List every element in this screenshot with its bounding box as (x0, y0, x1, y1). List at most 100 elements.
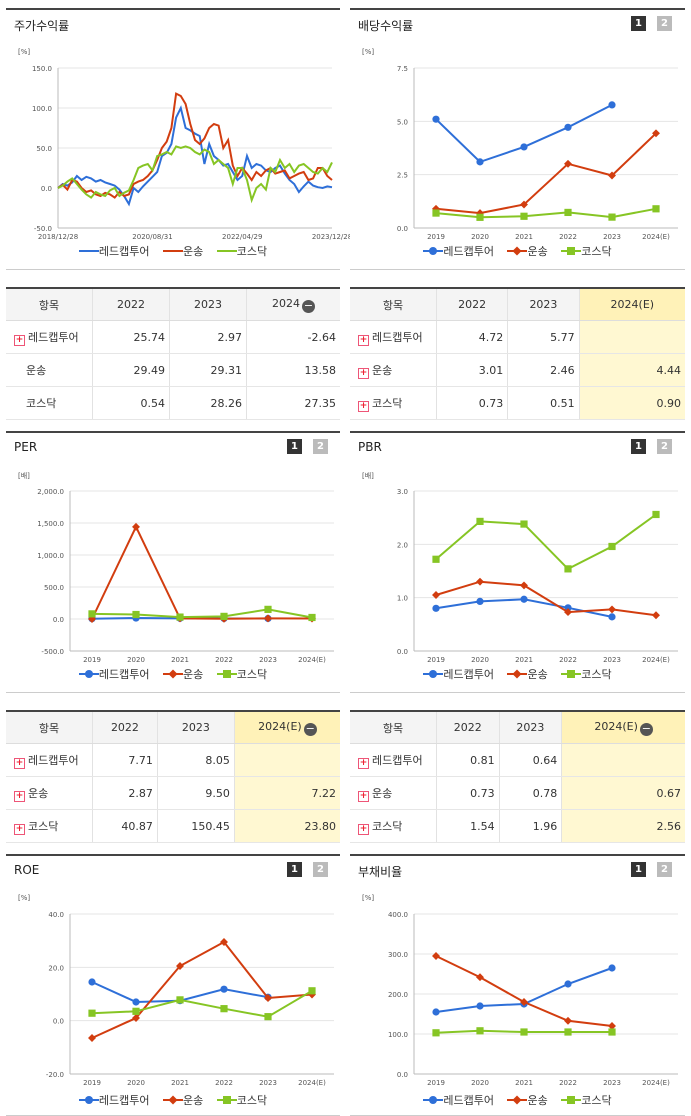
expand-plus-icon[interactable]: + (358, 334, 369, 346)
legend-red-cap[interactable]: 레드캡투어 (423, 666, 494, 682)
pbr-table: 항목 2022 2023 2024(E) − + 레드캡투어 0.81 0.64 + 운송 0.73 0… (350, 710, 685, 843)
roe-chart: 40.0 20.0 0.0 -20.0 2019 2020 2021 2022 2023 2024… (46, 911, 334, 1087)
data-point (608, 1022, 616, 1030)
legend-kosdaq[interactable]: 코스닥 (216, 1092, 267, 1108)
y-tick-label: -50.0 (34, 225, 52, 233)
page-1-button[interactable]: 1 (631, 16, 646, 31)
expand-plus-icon[interactable]: + (14, 334, 25, 346)
page-1-button[interactable]: 1 (631, 439, 646, 454)
expand-plus-icon[interactable]: + (358, 823, 369, 835)
page-1-button[interactable]: 1 (287, 439, 302, 454)
x-tick-label: 2024(E) (642, 233, 670, 241)
legend-red-cap[interactable]: 레드캡투어 (78, 1092, 149, 1108)
x-tick-label: 2021 (515, 233, 533, 241)
data-point (176, 613, 184, 621)
table-cell: 0.51 (507, 386, 580, 420)
series-line (91, 524, 313, 620)
row-label[interactable]: + 레드캡투어 (6, 320, 93, 354)
panel-title: PBR (358, 440, 382, 454)
legend-transport[interactable]: 운송 (162, 666, 203, 682)
legend-kosdaq[interactable]: 코스닥 (561, 243, 612, 259)
chart-legend: 레드캡투어 운송 코스닥 (350, 243, 685, 259)
page-2-button[interactable]: 2 (657, 16, 672, 31)
dividend-chart: 7.5 5.0 2.5 0.0 2019 2020 2021 2022 2023 2024(E) (397, 65, 678, 241)
expand-plus-icon[interactable]: + (358, 400, 369, 412)
legend-transport[interactable]: 운송 (162, 243, 203, 259)
row-label[interactable]: 운송 (6, 353, 93, 387)
x-tick-label: 2023 (259, 1079, 277, 1087)
table-header: 항목 2022 2023 2024(E) − (6, 711, 340, 744)
legend-red-cap[interactable]: 레드캡투어 (78, 666, 149, 682)
expand-plus-icon[interactable]: + (14, 823, 25, 835)
column-header: 항목 (350, 711, 437, 744)
row-label[interactable]: + 레드캡투어 (6, 743, 93, 777)
page-2-button[interactable]: 2 (657, 439, 672, 454)
data-point (476, 517, 484, 525)
table-cell: 4.72 (435, 320, 508, 354)
row-label[interactable]: + 코스닥 (6, 809, 93, 843)
x-tick-label: 2020 (471, 233, 489, 241)
table-row: + 코스닥 40.87 150.45 23.80 (6, 809, 340, 843)
collapse-icon[interactable]: − (302, 298, 316, 313)
table-header: 항목 2022 2023 2024(E) (350, 288, 685, 321)
page-1-button[interactable]: 1 (631, 862, 646, 877)
x-tick-label: 2021 (515, 1079, 533, 1087)
y-tick-label: 2.5 (397, 172, 408, 180)
legend-red-cap[interactable]: 레드캡투어 (423, 1092, 494, 1108)
unit-label: [%] (18, 894, 31, 902)
legend-transport[interactable]: 운송 (507, 243, 548, 259)
y-tick-label: -500.0 (41, 648, 64, 656)
legend-kosdaq[interactable]: 코스닥 (561, 1092, 612, 1108)
table-cell: 9.50 (156, 776, 235, 810)
expand-plus-icon[interactable]: + (358, 757, 369, 769)
collapse-icon[interactable]: − (639, 721, 653, 736)
page-2-button[interactable]: 2 (313, 439, 328, 454)
legend-red-cap[interactable]: 레드캡투어 (423, 243, 494, 259)
collapse-icon[interactable]: − (303, 721, 317, 736)
table-header: 항목 2022 2023 2024− (6, 288, 340, 321)
table-row: + 운송 3.01 2.46 4.44 (350, 353, 685, 387)
page-2-button[interactable]: 2 (313, 862, 328, 877)
data-point (476, 973, 484, 982)
table-cell: 25.74 (91, 320, 170, 354)
x-tick-label: 2023 (603, 1079, 621, 1087)
table-cell: 0.73 (435, 386, 508, 420)
row-label[interactable]: + 코스닥 (350, 809, 437, 843)
row-label[interactable]: + 레드캡투어 (350, 743, 437, 777)
expand-plus-icon[interactable]: + (358, 790, 369, 802)
page-2-button[interactable]: 2 (657, 862, 672, 877)
row-label[interactable]: + 운송 (350, 353, 437, 387)
table-cell: 0.67 (561, 776, 685, 810)
x-tick-label: 2020 (471, 1079, 489, 1087)
data-point (132, 1007, 140, 1015)
legend-transport[interactable]: 운송 (507, 666, 548, 682)
legend-transport[interactable]: 운송 (507, 1092, 548, 1108)
column-header: 2024(E) − (233, 711, 340, 744)
legend-transport[interactable]: 운송 (162, 1092, 203, 1108)
pbr-chart: 3.0 2.0 1.0 0.0 2019 2020 2021 2022 2023 2024(E) (397, 488, 678, 664)
data-point (220, 985, 228, 993)
data-point (520, 595, 528, 603)
page-1-button[interactable]: 1 (287, 862, 302, 877)
legend-kosdaq[interactable]: 코스닥 (561, 666, 612, 682)
row-label[interactable]: 코스닥 (6, 386, 93, 420)
column-header: 2024(E) (578, 288, 685, 321)
row-label[interactable]: + 코스닥 (350, 386, 437, 420)
expand-plus-icon[interactable]: + (14, 790, 25, 802)
data-point (88, 978, 96, 986)
row-label[interactable]: + 레드캡투어 (350, 320, 437, 354)
expand-plus-icon[interactable]: + (358, 367, 369, 379)
expand-plus-icon[interactable]: + (14, 757, 25, 769)
x-tick-label: 2021 (515, 656, 533, 664)
row-label[interactable]: + 운송 (6, 776, 93, 810)
legend-kosdaq[interactable]: 코스닥 (216, 666, 267, 682)
column-header: 2023 (156, 711, 235, 744)
column-header: 2023 (507, 288, 580, 321)
table-cell: 13.58 (246, 353, 340, 387)
data-point (608, 1028, 616, 1036)
legend-red-cap[interactable]: 레드캡투어 (78, 243, 149, 259)
legend-kosdaq[interactable]: 코스닥 (216, 243, 267, 259)
row-label[interactable]: + 운송 (350, 776, 437, 810)
data-point (520, 520, 528, 528)
